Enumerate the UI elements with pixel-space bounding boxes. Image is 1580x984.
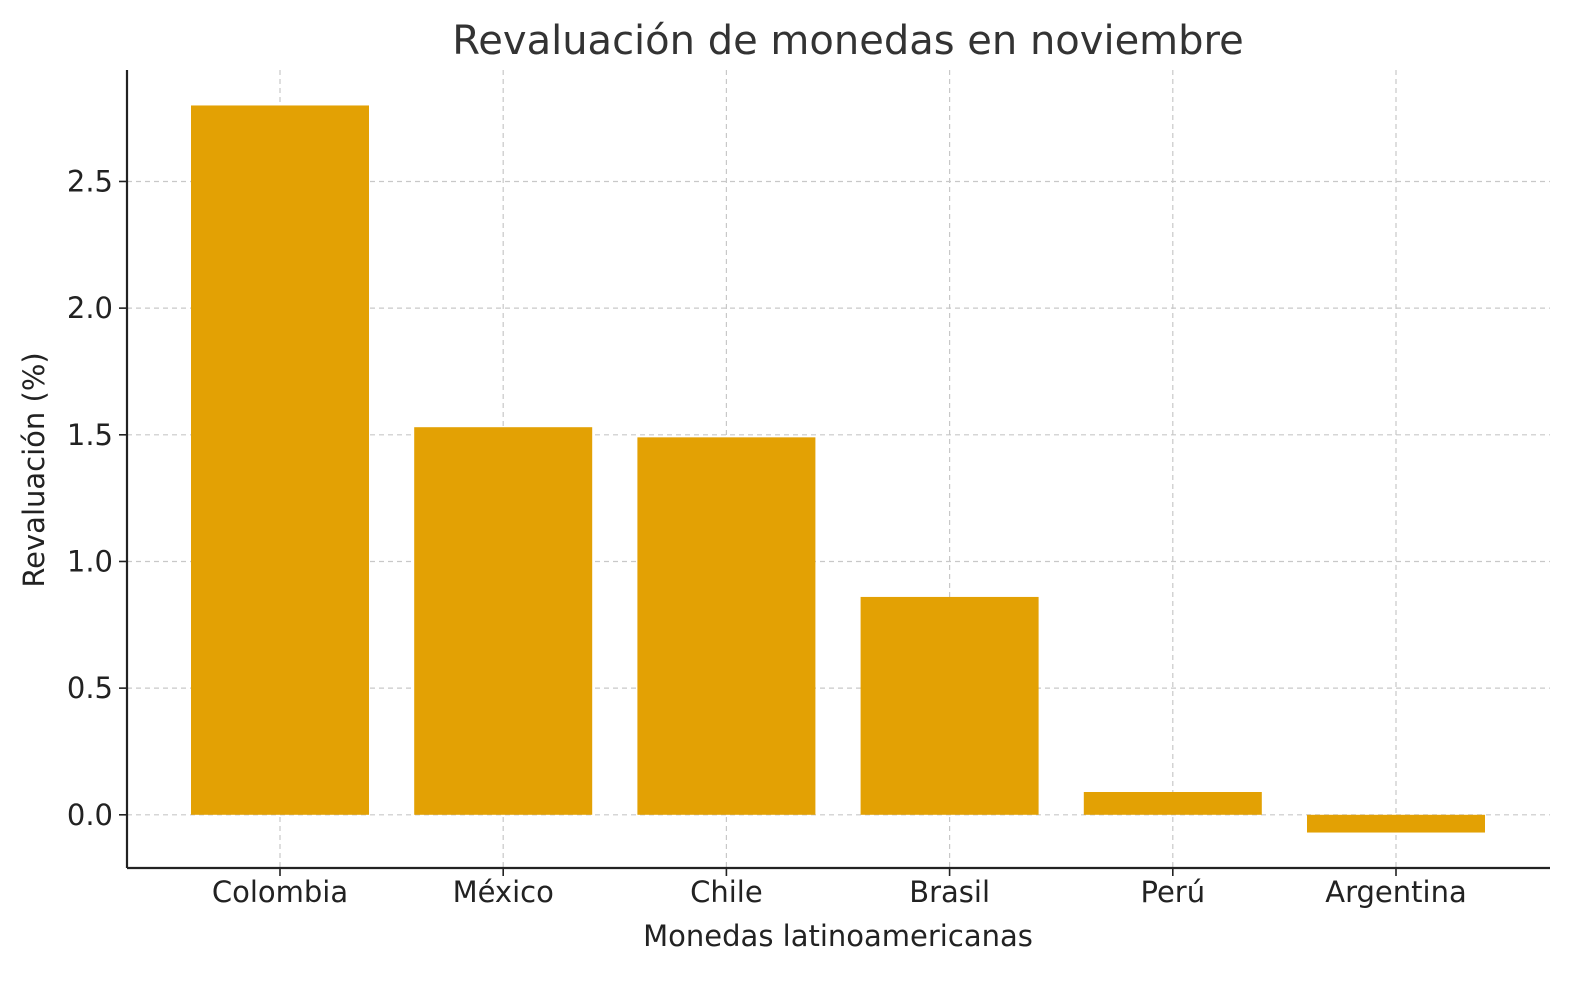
y-tick-label: 1.0: [67, 544, 113, 578]
y-tick-label: 0.5: [67, 671, 113, 705]
x-tick-label: Colombia: [212, 875, 348, 909]
bar-chile: [637, 437, 816, 815]
y-tick-label: 1.5: [67, 418, 113, 452]
bar-peru: [1083, 792, 1262, 815]
bar-argentina: [1307, 814, 1485, 833]
bar-brasil: [860, 596, 1039, 815]
x-tick-label: Perú: [1140, 875, 1205, 909]
x-tick-label: Argentina: [1325, 875, 1466, 909]
ticks-layer: 0.0 0.5 1.0 1.5 2.0 2.5 Colombia México Chile Bra…: [67, 164, 1467, 909]
bar-mexico: [414, 427, 593, 815]
y-tick-label: 0.0: [67, 798, 113, 832]
x-axis-label: Monedas latinoamericanas: [643, 919, 1033, 953]
bar-colombia: [191, 105, 369, 815]
chart-title: Revaluación de monedas en noviembre: [452, 18, 1243, 64]
x-tick-label: Chile: [690, 875, 763, 909]
y-tick-label: 2.5: [67, 164, 113, 198]
x-tick-label: Brasil: [909, 875, 990, 909]
axes-layer: [125, 70, 1550, 870]
y-tick-label: 2.0: [67, 291, 113, 325]
bars-layer: [191, 105, 1485, 833]
x-tick-label: México: [453, 875, 554, 909]
y-axis-label: Revaluación (%): [17, 352, 51, 587]
